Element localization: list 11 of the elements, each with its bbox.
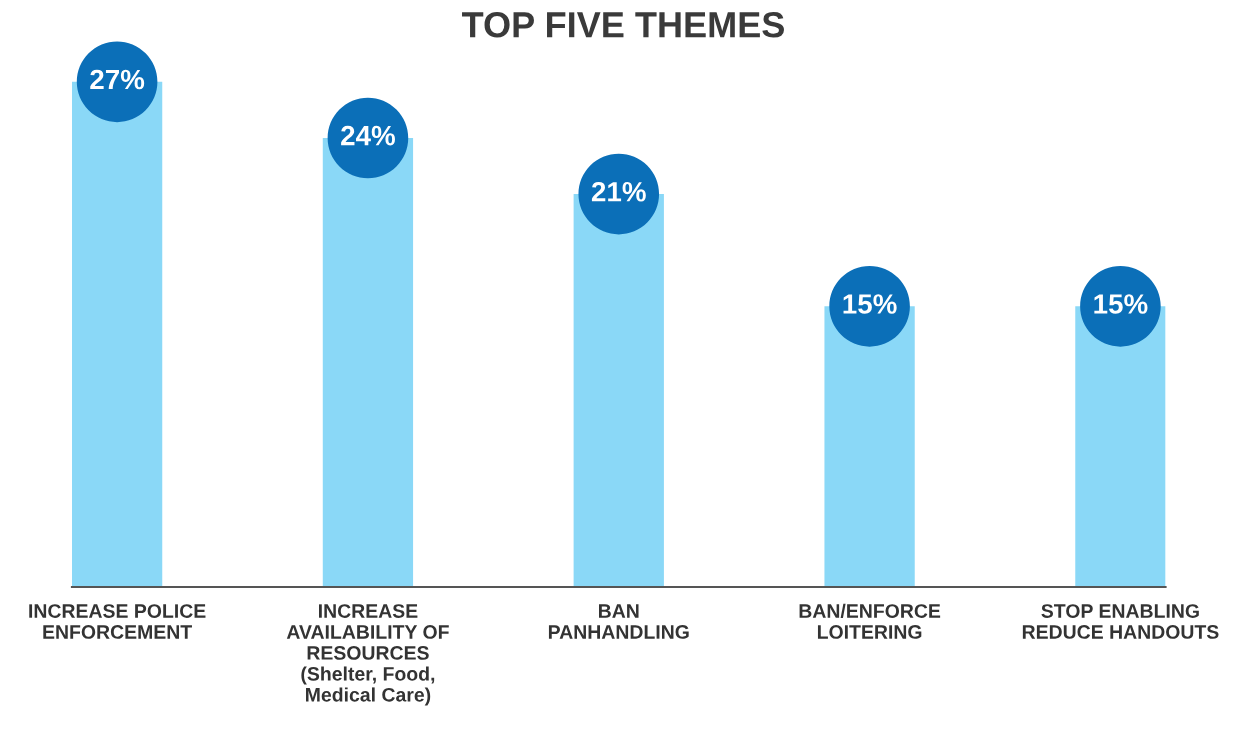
data-label: 27% bbox=[90, 69, 145, 90]
data-label: 15% bbox=[843, 294, 897, 314]
x-tick-label: BAN PANHANDLING bbox=[548, 604, 689, 639]
data-label: 24% bbox=[341, 125, 395, 146]
x-tick-label: BAN/ENFORCE LOITERING bbox=[799, 603, 941, 639]
data-label: 21% bbox=[591, 181, 646, 202]
x-tick-label: STOP ENABLING REDUCE HANDOUTS bbox=[1022, 604, 1219, 639]
x-tick-label: INCREASE POLICE ENFORCEMENT bbox=[29, 604, 206, 639]
data-label: 15% bbox=[1094, 294, 1148, 314]
chart-title: TOP FIVE THEMES bbox=[462, 11, 784, 38]
x-tick-label: INCREASE AVAILABILITY OF RESOURCES (Shelter, Food, Medical Care) bbox=[286, 604, 449, 706]
